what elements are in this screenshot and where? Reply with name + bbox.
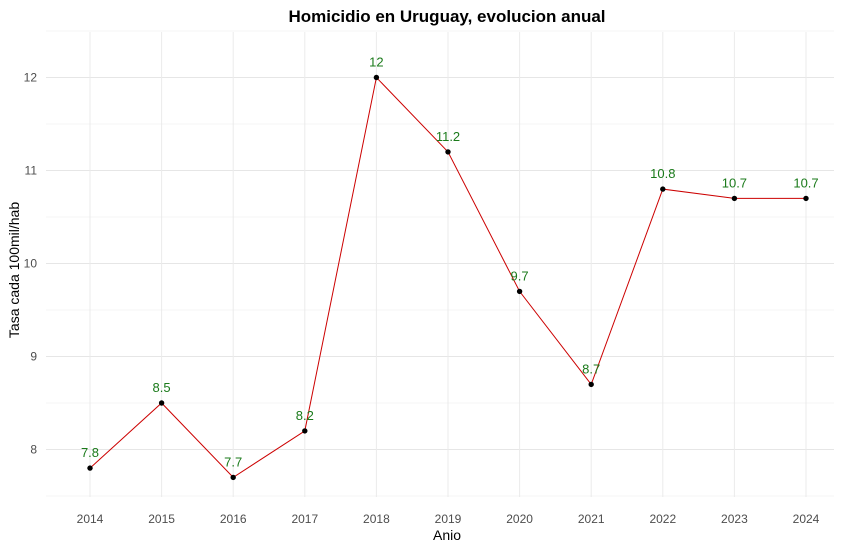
data-label: 7.7 <box>224 454 242 469</box>
data-label: 7.8 <box>81 445 99 460</box>
data-label: 10.7 <box>722 175 747 190</box>
data-point <box>230 474 236 481</box>
x-tick-label: 2022 <box>649 512 676 526</box>
data-point <box>445 149 451 155</box>
data-point <box>516 288 523 295</box>
x-tick-label: 2017 <box>291 512 318 526</box>
x-tick-label: 2019 <box>435 512 462 526</box>
chart-title: Homicidio en Uruguay, evolucion anual <box>288 7 605 26</box>
x-tick-label: 2015 <box>148 512 175 526</box>
x-tick-label: 2014 <box>77 512 104 526</box>
data-point <box>588 381 594 388</box>
data-point <box>731 195 738 202</box>
y-tick-label: 8 <box>30 443 37 457</box>
x-tick-label: 2023 <box>721 512 748 526</box>
x-tick-label: 2024 <box>793 512 820 526</box>
data-label: 11.2 <box>436 129 460 144</box>
x-tick-label: 2016 <box>220 512 247 526</box>
data-labels: 7.8 8.5 7.7 8.2 12 11.2 9.7 8.7 10.8 10.7 10.7 <box>81 55 819 470</box>
data-point <box>87 465 93 471</box>
series <box>87 74 809 481</box>
x-tick-label: 2021 <box>578 512 605 526</box>
data-label: 9.7 <box>511 268 529 283</box>
y-axis-title: Tasa cada 100mil/hab <box>6 202 22 338</box>
y-tick-label: 10 <box>24 257 38 271</box>
x-tick-label: 2020 <box>506 512 533 526</box>
x-tick-label: 2018 <box>363 512 390 526</box>
x-axis-title: Anio <box>433 527 461 543</box>
data-point <box>660 186 666 192</box>
data-label: 8.2 <box>296 408 314 423</box>
y-axis-ticks: 8 9 10 11 12 <box>24 71 38 457</box>
y-tick-label: 12 <box>24 71 38 85</box>
x-axis-ticks: 2014 2015 2016 2017 2018 2019 2020 2021 2022 2023… <box>77 512 820 526</box>
data-label: 8.5 <box>153 380 171 395</box>
data-label: 10.8 <box>650 166 675 181</box>
data-label: 10.7 <box>793 175 818 190</box>
data-point <box>158 400 165 406</box>
data-label: 8.7 <box>582 361 600 376</box>
data-point <box>803 195 809 202</box>
data-point <box>302 428 308 434</box>
data-label: 12 <box>369 55 383 70</box>
data-point <box>373 74 380 81</box>
y-tick-label: 11 <box>25 164 38 178</box>
grid <box>46 30 834 497</box>
y-tick-label: 9 <box>30 350 37 364</box>
